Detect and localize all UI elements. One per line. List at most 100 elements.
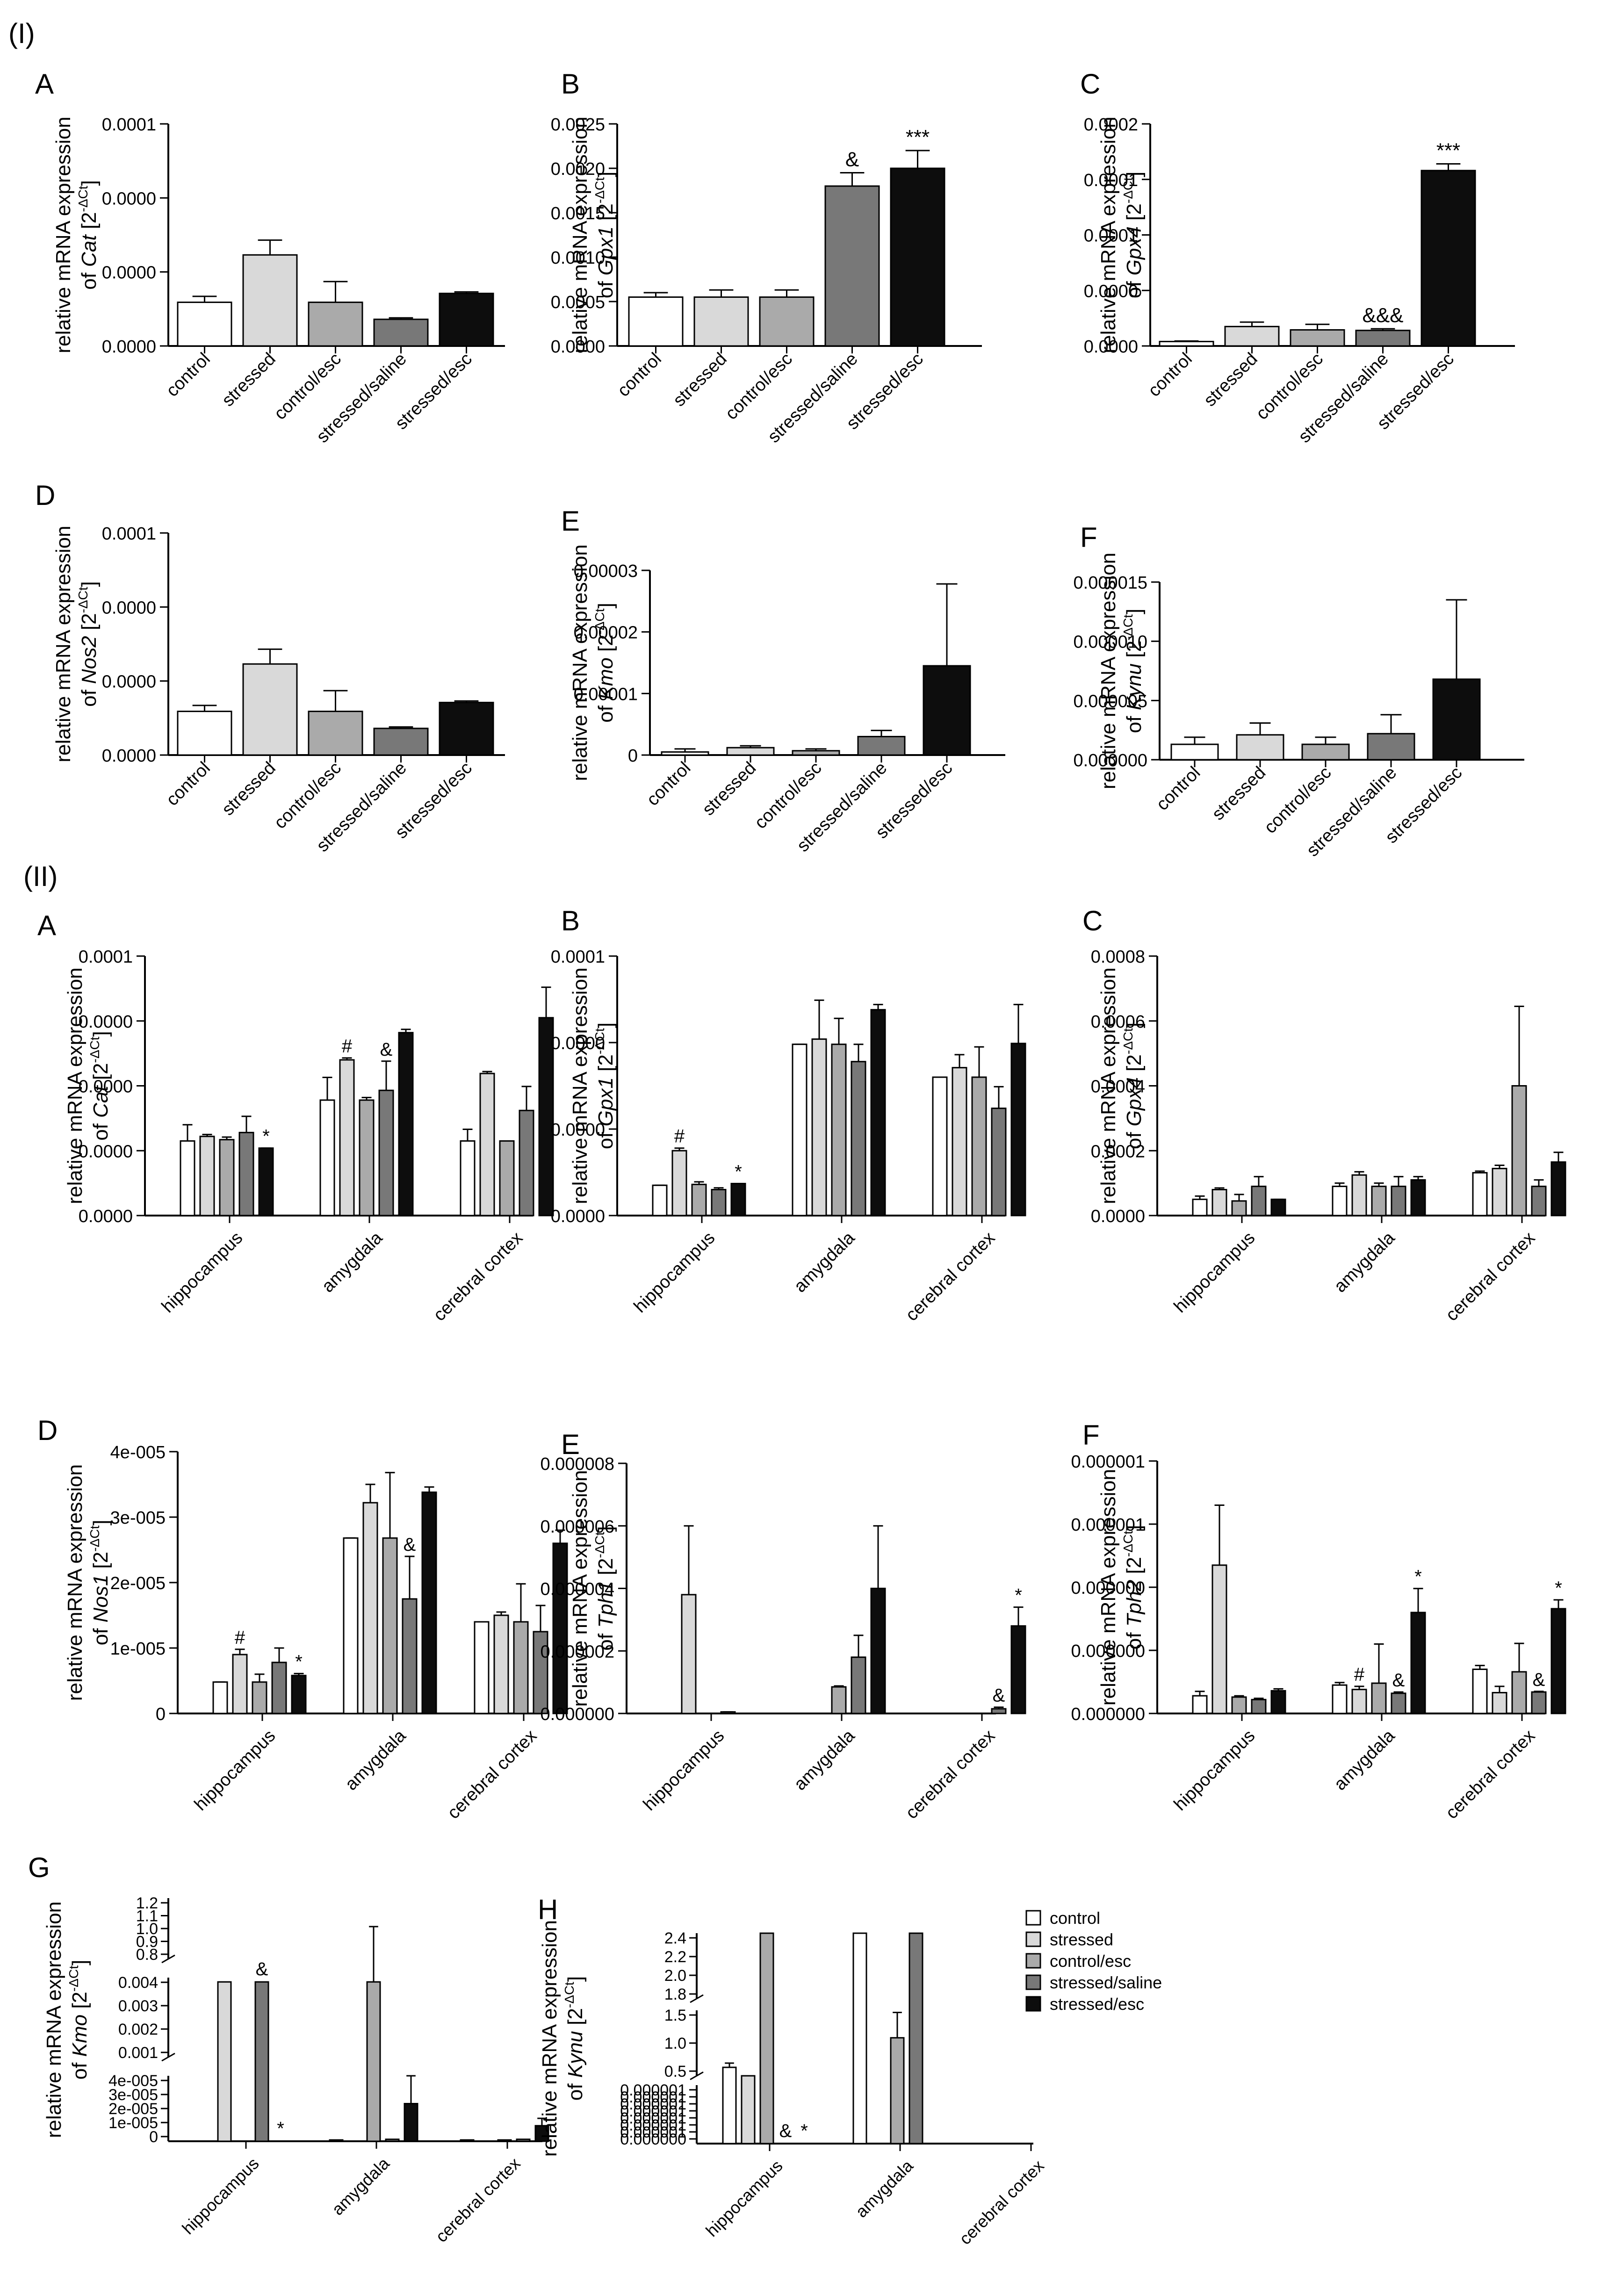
legend-label: stressed [1050, 1930, 1113, 1949]
significance-marker: & [380, 1039, 393, 1060]
y-tick-label: 1.1 [136, 1907, 158, 1925]
y-axis-label: relative mRNA expression [569, 116, 591, 353]
significance-marker: * [1015, 1585, 1022, 1606]
bar [232, 1654, 248, 1714]
y-tick-label: 0.0001 [1084, 226, 1138, 246]
y-tick-label: 0.000001 [1071, 1452, 1146, 1472]
y-tick-label: 0.0005 [551, 293, 605, 312]
bar [691, 1183, 707, 1216]
y-tick-label: 1.8 [664, 1986, 686, 2003]
y-axis-label-of: of [594, 1628, 617, 1651]
y-axis-label-exponent: -ΔCt [76, 587, 90, 613]
y-tick-label: 0.9 [136, 1933, 158, 1951]
bar [366, 1981, 381, 2142]
bar [923, 665, 971, 756]
bar [1410, 1612, 1426, 1714]
y-axis-label: relative mRNA expression [569, 1470, 591, 1706]
y-axis-label: relative mRNA expression [569, 967, 591, 1204]
y-axis-label-exponent: -ΔCt [66, 1965, 81, 1992]
significance-marker: *** [906, 126, 930, 149]
bar [460, 1140, 476, 1216]
bar [1251, 1699, 1267, 1714]
y-tick-label: 0.004 [118, 1974, 158, 1992]
panel-letter: C [1082, 905, 1103, 936]
bar [533, 1631, 548, 1714]
y-tick-label: 0.0001 [102, 115, 156, 135]
y-tick-label: 0.000002 [541, 1642, 615, 1662]
y-axis-label-gene-name: Gpx4 [1123, 1077, 1146, 1126]
y-axis-label-unit: [2 [1123, 1557, 1146, 1580]
bar [474, 1621, 490, 1714]
bar [890, 167, 945, 347]
y-axis-label-unit: [2 [78, 212, 101, 235]
y-tick-label: 0.0001 [551, 947, 605, 967]
bar [516, 2138, 531, 2142]
bar [1270, 1198, 1286, 1216]
y-axis-label-gene: of Tph1 [2-ΔCt] [592, 1526, 617, 1650]
y-axis-label-of: of [89, 1118, 112, 1141]
y-tick-label: 0.000001 [1071, 1515, 1146, 1535]
y-axis-label-gene: of Gpx4 [2-ΔCt] [1121, 172, 1146, 298]
y-tick-label: 0.0001 [79, 947, 133, 967]
panel-letter: A [37, 910, 56, 941]
bar [1492, 1691, 1507, 1714]
significance-marker: # [1354, 1664, 1365, 1685]
y-axis-label-bracket: ] [564, 1976, 587, 1982]
panel-letter: A [35, 68, 54, 100]
y-tick-label: 1e-005 [108, 2114, 158, 2132]
y-tick-label: 1.2 [136, 1894, 158, 1912]
y-axis-label-exponent: -ΔCt [562, 1982, 577, 2008]
y-axis-label: relative mRNA expression [52, 525, 75, 762]
bar [890, 2037, 905, 2145]
bar [439, 702, 494, 756]
bar [1410, 1179, 1426, 1216]
y-tick-label: 0.0000 [102, 672, 156, 692]
bar [308, 711, 363, 756]
y-axis-label-gene: of Kmo [2-ΔCt] [66, 1960, 91, 2080]
y-axis-label-gene-name: Cat [89, 1085, 112, 1118]
y-axis-label-gene-name: Kmo [594, 657, 617, 699]
bar [180, 1140, 195, 1216]
bar [339, 1059, 355, 1216]
bar [291, 1675, 307, 1714]
y-tick-label: 0.0001 [102, 524, 156, 544]
y-tick-label: 0.5 [664, 2063, 686, 2080]
y-tick-label: 0.000001 [620, 2123, 686, 2141]
y-axis-label-of: of [594, 700, 617, 723]
bar [628, 296, 684, 347]
bar [329, 2139, 344, 2142]
bar [652, 1184, 668, 1216]
y-tick-label: 1e-005 [110, 1639, 166, 1659]
bar [1371, 1186, 1387, 1216]
bar [382, 1537, 398, 1714]
y-axis-label-unit: [2 [68, 1992, 91, 2015]
y-tick-label: 0.0025 [551, 115, 605, 135]
bar [177, 711, 232, 756]
y-axis-label-unit: [2 [89, 1552, 112, 1575]
y-tick-label: 0.00002 [574, 623, 638, 643]
significance-marker: * [1555, 1578, 1562, 1598]
bar [421, 1491, 437, 1714]
y-axis-label-of: of [564, 2078, 587, 2101]
significance-marker: * [800, 2121, 808, 2141]
bar [1332, 1186, 1348, 1216]
y-axis-label-gene-name: Cat [78, 234, 101, 267]
y-axis-label-exponent: -ΔCt [76, 186, 90, 212]
y-axis-label-gene: of Kynu [2-ΔCt] [1121, 609, 1146, 733]
significance-marker: & [845, 148, 859, 171]
panel-letter: H [538, 1894, 558, 1925]
bar [870, 1588, 886, 1714]
bar [177, 302, 232, 347]
bar [373, 318, 429, 347]
bar [1301, 743, 1350, 761]
y-axis-label: relative mRNA expression [64, 967, 87, 1204]
bar [254, 1981, 269, 2142]
bar [852, 1932, 867, 2145]
y-axis-label-unit: [2 [594, 1054, 617, 1077]
y-tick-label: 0.00001 [574, 684, 638, 704]
y-tick-label: 0.0000 [551, 1120, 605, 1140]
bar [493, 1614, 509, 1714]
bar [741, 2075, 756, 2145]
bar [199, 1136, 215, 1216]
bar [1492, 1167, 1507, 1216]
